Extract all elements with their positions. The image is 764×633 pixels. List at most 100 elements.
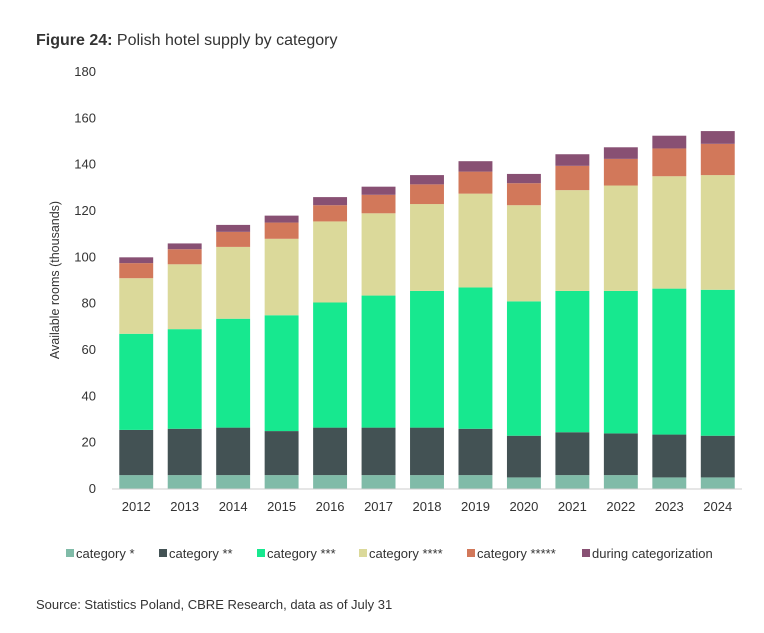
x-tick-label: 2018 [413,499,442,514]
bar-segment [700,435,735,478]
bar-segment [555,432,590,476]
bar-segment [603,290,638,434]
bars [119,131,735,489]
bar-segment [506,435,541,478]
bar-segment [264,222,299,239]
bar-segment [264,475,299,489]
y-tick-label: 0 [89,481,96,496]
y-tick-label: 60 [82,342,96,357]
bar-segment [652,135,687,149]
bar-segment [700,289,735,436]
x-tick-label: 2012 [122,499,151,514]
bar-segment [167,249,202,265]
bar-segment [119,429,154,476]
x-tick-label: 2013 [170,499,199,514]
bar-segment [410,427,444,476]
legend-swatch [66,549,74,557]
x-tick-label: 2021 [558,499,587,514]
bar-segment [458,171,493,194]
bar-segment [700,175,735,290]
bar-segment [700,477,735,489]
legend-label: category * [76,546,135,561]
bar-segment [313,205,348,222]
stacked-bar-chart: 0 20 40 60 80 100 120 140 160 180 Available rooms… [48,64,742,561]
bar-segment [361,186,396,195]
bar-segment [603,185,638,291]
bar-segment [555,154,590,166]
bar-segment [361,427,396,476]
bar-segment [216,475,251,489]
bar-segment [167,475,202,489]
figure-title: Figure 24: Polish hotel supply by catego… [36,32,338,50]
y-axis-ticks: 0 20 40 60 80 100 120 140 160 180 [74,64,96,496]
bar-segment [555,475,590,489]
legend-label: category **** [369,546,443,561]
bar-segment [361,475,396,489]
y-tick-label: 180 [74,64,96,79]
legend: category * category ** category *** categor… [66,546,713,561]
y-tick-label: 140 [74,157,96,172]
x-tick-label: 2015 [267,499,296,514]
legend-label: category ** [169,546,233,561]
bar-segment [216,231,251,247]
x-tick-label: 2020 [509,499,538,514]
x-tick-label: 2014 [219,499,248,514]
x-tick-label: 2019 [461,499,490,514]
bar-segment [458,193,493,288]
y-tick-label: 20 [82,435,96,450]
bar-segment [555,165,590,191]
legend-label: category ***** [477,546,556,561]
x-tick-label: 2024 [703,499,732,514]
bar-segment [458,428,493,476]
bar-segment [313,427,348,476]
bar-segment [700,143,735,176]
y-axis-label: Available rooms (thousands) [48,201,62,359]
bar-segment [410,175,444,185]
bar-segment [264,215,299,223]
bar-segment [216,318,251,428]
legend-swatch [257,549,265,557]
bar-segment [700,131,735,144]
bar-segment [555,290,590,433]
y-tick-label: 160 [74,110,96,125]
bar-segment [313,302,348,428]
bar-segment [506,173,541,184]
y-tick-label: 120 [74,203,96,218]
bar-segment [555,190,590,291]
bar-segment [603,147,638,159]
bar-segment [506,205,541,302]
source-note: Source: Statistics Poland, CBRE Research… [36,597,393,612]
bar-segment [603,158,638,186]
y-tick-label: 40 [82,388,96,403]
x-tick-label: 2017 [364,499,393,514]
legend-label: category *** [267,546,336,561]
bar-segment [119,333,154,430]
bar-segment [361,194,396,214]
bar-segment [458,161,493,172]
y-tick-label: 80 [82,296,96,311]
bar-segment [458,475,493,489]
bar-segment [652,477,687,489]
bar-segment [410,204,444,291]
bar-segment [264,431,299,476]
x-tick-label: 2023 [655,499,684,514]
bar-segment [313,197,348,206]
x-tick-label: 2016 [316,499,345,514]
bar-segment [652,434,687,478]
x-tick-label: 2022 [606,499,635,514]
bar-segment [652,148,687,177]
bar-segment [119,278,154,334]
bar-segment [361,295,396,428]
bar-segment [603,475,638,489]
bar-segment [167,428,202,476]
bar-segment [603,433,638,476]
legend-swatch [359,549,367,557]
bar-segment [119,257,154,264]
legend-swatch [467,549,475,557]
bar-segment [216,224,251,232]
bar-segment [410,475,444,489]
legend-label: during categorization [592,546,713,561]
bar-segment [264,238,299,316]
bar-segment [167,243,202,250]
x-axis-ticks: 2012 2013 2014 2015 2016 2017 2018 2019 2020 2021… [122,499,732,514]
